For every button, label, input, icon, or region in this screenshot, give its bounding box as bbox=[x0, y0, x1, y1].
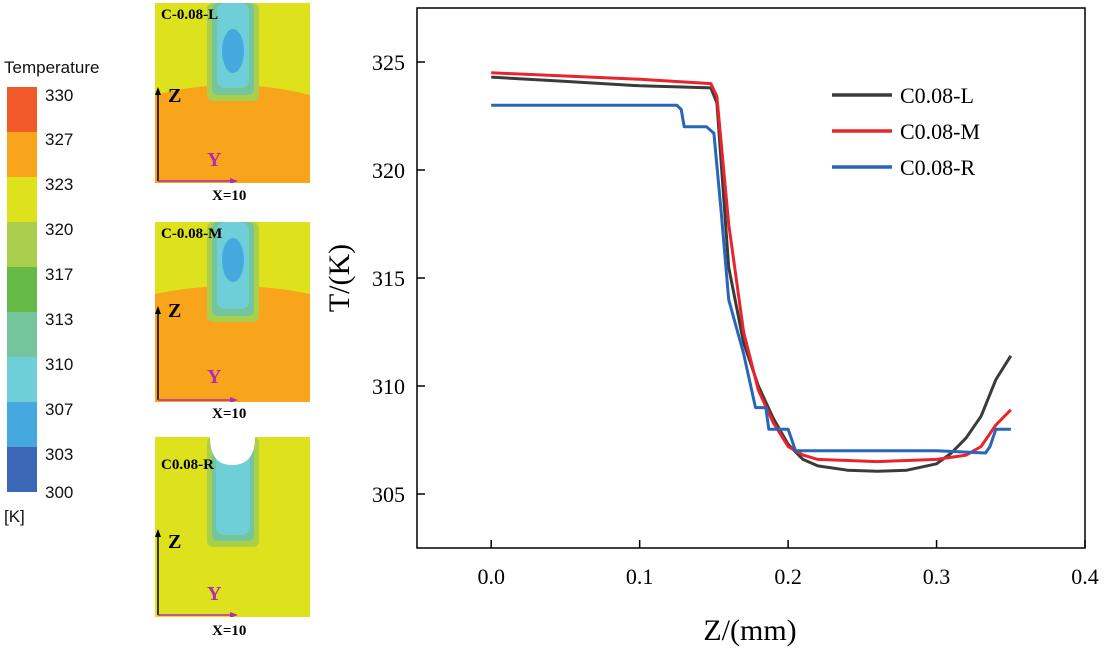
colorbar-swatch bbox=[7, 267, 37, 312]
colorbar-tick: 317 bbox=[45, 265, 74, 284]
y-axis-label: Y bbox=[207, 366, 222, 388]
z-axis-label: Z bbox=[168, 85, 182, 107]
y-axis-label: Y bbox=[207, 149, 222, 171]
y-tick-label: 320 bbox=[372, 158, 405, 183]
axis-ticks: 0.0 0.1 0.2 0.3 0.4 305 310 315 320 325 bbox=[372, 50, 1099, 589]
legend-label: C0.08-L bbox=[900, 83, 974, 108]
y-axis-title: T/(K) bbox=[323, 244, 356, 312]
y-tick-label: 310 bbox=[372, 374, 405, 399]
temperature-colorbar bbox=[7, 87, 37, 492]
y-tick-label: 315 bbox=[372, 266, 405, 291]
colorbar-unit: [K] bbox=[4, 507, 25, 526]
legend-label: C0.08-M bbox=[900, 119, 980, 144]
series-layer bbox=[491, 71, 1013, 473]
colorbar-swatch bbox=[7, 447, 37, 492]
x-axis-title: Z/(mm) bbox=[703, 614, 796, 647]
x-caption: X=10 bbox=[212, 188, 247, 204]
colorbar-swatch bbox=[7, 87, 37, 132]
plot-frame bbox=[416, 7, 1086, 549]
contour-panel-left: C-0.08-L Z Y bbox=[155, 3, 310, 183]
contour-field bbox=[155, 222, 310, 402]
x-tick-label: 0.3 bbox=[923, 564, 951, 589]
contour-field bbox=[155, 3, 310, 183]
colorbar-tick: 300 bbox=[45, 483, 74, 502]
contour-panel-right: C0.08-R Z Y bbox=[155, 437, 310, 617]
legend-label: C0.08-R bbox=[900, 155, 976, 180]
colorbar-tick: 327 bbox=[45, 130, 74, 149]
x-caption: X=10 bbox=[212, 623, 247, 639]
x-caption: X=10 bbox=[212, 406, 247, 422]
x-tick-label: 0.0 bbox=[477, 564, 505, 589]
y-axis-label: Y bbox=[207, 583, 222, 605]
panel-label: C-0.08-M bbox=[161, 226, 223, 242]
panel-label: C0.08-R bbox=[161, 457, 214, 473]
colorbar-swatch bbox=[7, 402, 37, 447]
colorbar-swatch bbox=[7, 177, 37, 222]
y-tick-label: 305 bbox=[372, 482, 405, 507]
contour-field bbox=[155, 437, 259, 617]
x-tick-label: 0.4 bbox=[1071, 564, 1099, 589]
x-tick-label: 0.2 bbox=[774, 564, 802, 589]
z-axis-label: Z bbox=[168, 531, 182, 553]
colorbar-tick: 307 bbox=[45, 400, 74, 419]
colorbar-swatch bbox=[7, 357, 37, 402]
y-tick-label: 325 bbox=[372, 50, 405, 75]
series-line-C0.08-L bbox=[491, 75, 1013, 473]
series-line-C0.08-R bbox=[491, 103, 1011, 455]
colorbar-tick: 320 bbox=[45, 220, 74, 239]
colorbar-swatch bbox=[7, 132, 37, 177]
colorbar-swatch bbox=[7, 312, 37, 357]
x-tick-label: 0.1 bbox=[626, 564, 654, 589]
colorbar-tick: 310 bbox=[45, 355, 74, 374]
contour-panel-middle: C-0.08-M Z Y bbox=[155, 222, 310, 402]
colorbar-tick: 323 bbox=[45, 175, 74, 194]
colorbar-swatch bbox=[7, 222, 37, 267]
colorbar-tick: 313 bbox=[45, 310, 74, 329]
colorbar-title: Temperature bbox=[4, 58, 100, 77]
colorbar-tick: 330 bbox=[45, 86, 74, 105]
colorbar-tick: 303 bbox=[45, 445, 74, 464]
z-axis-label: Z bbox=[168, 300, 182, 322]
legend: C0.08-L C0.08-M C0.08-R bbox=[832, 83, 980, 180]
panel-label: C-0.08-L bbox=[161, 7, 219, 23]
